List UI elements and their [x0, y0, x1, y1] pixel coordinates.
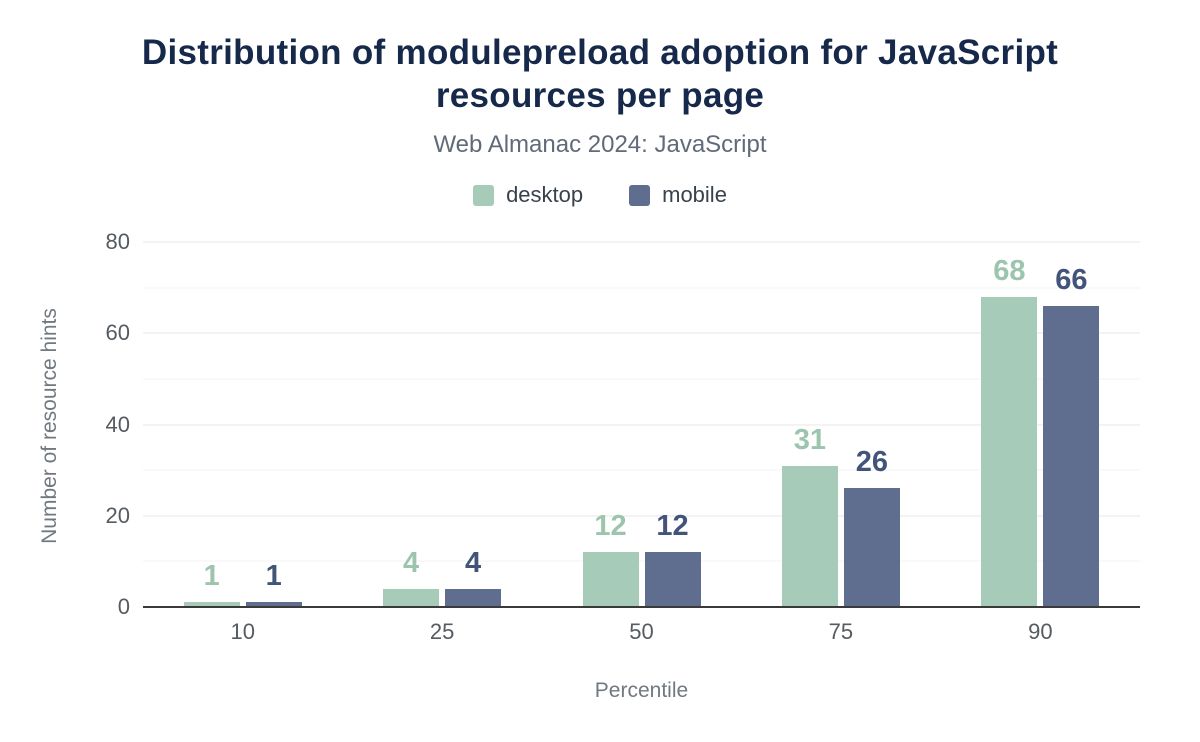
chart-title: Distribution of modulepreload adoption f…	[141, 33, 1059, 115]
bar-groups: 1 1 4 4 12 12 31 26 68 66	[143, 242, 1140, 607]
desktop-bar-wrap: 1	[183, 242, 240, 607]
desktop-bar-value-label: 4	[403, 546, 420, 579]
x-axis-title: Percentile	[594, 679, 689, 702]
mobile-bar-value-label: 12	[656, 510, 689, 543]
major-gridline	[143, 241, 1140, 243]
bar-group: 12 12	[542, 242, 741, 607]
x-axis-line	[143, 606, 1140, 608]
mobile-bar-value-label: 26	[855, 446, 889, 479]
bar-group: 31 26	[741, 242, 940, 607]
minor-gridline	[143, 378, 1140, 380]
legend-label-desktop: desktop	[506, 182, 584, 207]
gridlines	[143, 241, 1140, 608]
desktop-bar-value-label: 31	[793, 423, 827, 456]
y-tick-label: 40	[105, 411, 130, 437]
minor-gridline	[143, 560, 1140, 562]
desktop-bar-wrap: 31	[781, 242, 838, 607]
x-tick-label: 25	[429, 619, 455, 644]
desktop-bar	[383, 588, 440, 607]
mobile-bar-value-label: 1	[265, 560, 282, 593]
x-tick-label: 90	[1028, 619, 1053, 644]
mobile-bar-value-label: 66	[1055, 263, 1088, 296]
legend-item-desktop[interactable]: desktop	[473, 182, 583, 208]
mobile-bar	[445, 588, 502, 607]
bar-group: 68 66	[941, 242, 1140, 607]
mobile-bar-value-label: 4	[465, 546, 482, 579]
desktop-bar-wrap: 12	[582, 242, 639, 607]
desktop-bar-value-label: 1	[203, 560, 220, 593]
mobile-bar-wrap: 1	[245, 242, 302, 607]
major-gridline	[143, 332, 1140, 334]
desktop-bar-wrap: 68	[981, 242, 1038, 607]
mobile-bar-wrap: 26	[843, 242, 900, 607]
x-tick-label: 50	[629, 619, 654, 644]
x-axis-ticks: 10 25 50 75 90	[143, 619, 1140, 645]
desktop-bar-value-label: 12	[594, 510, 627, 543]
desktop-bar-value-label: 68	[993, 254, 1026, 287]
minor-gridline	[143, 469, 1140, 471]
legend-swatch-desktop	[473, 184, 495, 206]
mobile-bar-wrap: 66	[1043, 242, 1100, 607]
desktop-bar	[781, 465, 838, 607]
y-tick-label: 80	[105, 229, 130, 254]
y-axis-title: Number of resource hints	[38, 308, 61, 544]
legend-label-mobile: mobile	[662, 182, 727, 207]
mobile-bar	[245, 602, 302, 607]
mobile-bar	[1043, 305, 1100, 607]
x-tick-label: 75	[828, 619, 854, 644]
mobile-bar-wrap: 12	[644, 242, 701, 607]
chart-subtitle: Web Almanac 2024: JavaScript	[433, 131, 767, 158]
mobile-bar-wrap: 4	[445, 242, 502, 607]
mobile-bar	[843, 488, 900, 607]
major-gridline	[143, 515, 1140, 517]
y-tick-label: 0	[117, 594, 130, 619]
y-tick-label: 60	[105, 320, 130, 346]
desktop-bar	[183, 602, 240, 607]
desktop-bar	[981, 296, 1038, 607]
minor-gridline	[143, 287, 1140, 289]
y-tick-label: 20	[105, 502, 130, 528]
desktop-bar	[582, 552, 639, 607]
mobile-bar	[644, 552, 701, 607]
legend-item-mobile[interactable]: mobile	[629, 182, 727, 208]
x-tick-label: 10	[230, 619, 255, 644]
desktop-bar-wrap: 4	[383, 242, 440, 607]
legend-swatch-mobile	[629, 184, 651, 206]
plot-area: 1 1 4 4 12 12 31 26 68 66	[143, 241, 1140, 608]
legend: desktop mobile	[0, 182, 1200, 208]
major-gridline	[143, 424, 1140, 425]
y-axis-ticks: 0 20 40 60 80	[78, 229, 130, 619]
